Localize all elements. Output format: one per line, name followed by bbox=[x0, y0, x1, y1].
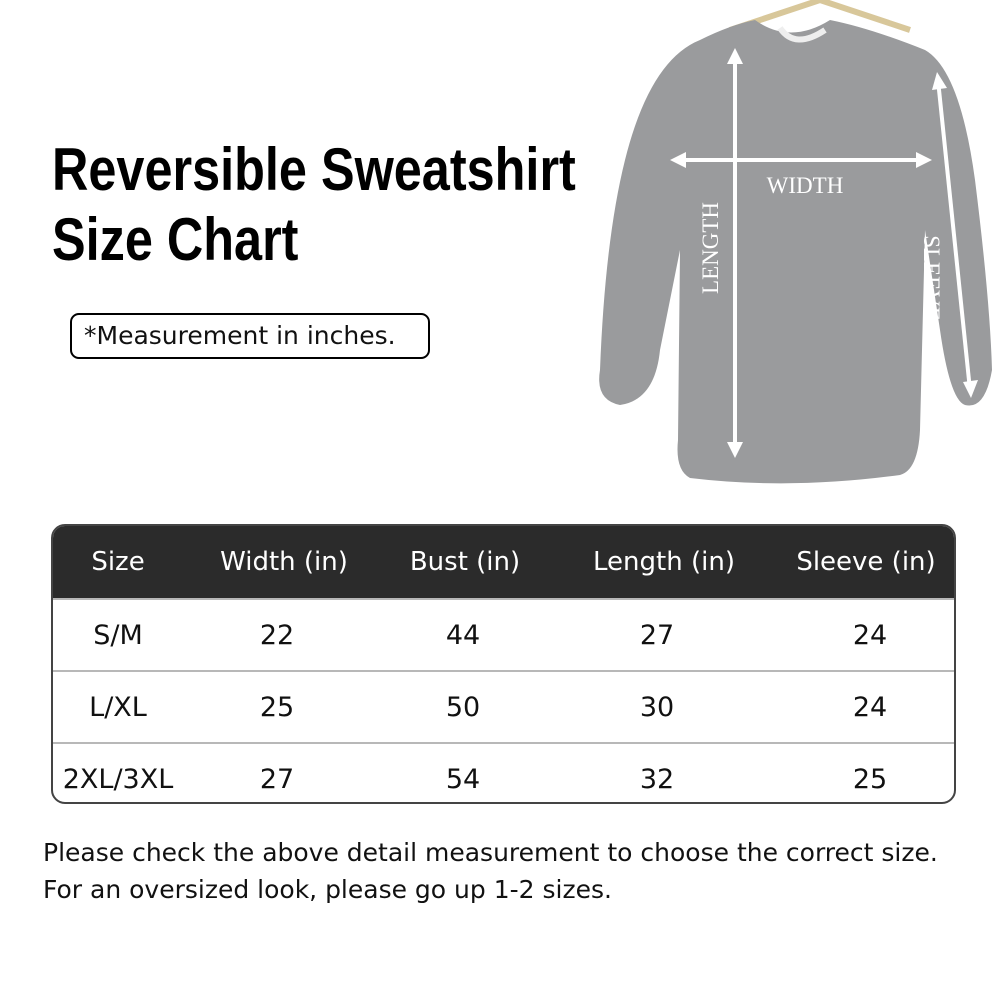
cell-sleeve: 24 bbox=[852, 691, 888, 723]
footer-line-2: For an oversized look, please go up 1-2 … bbox=[43, 875, 612, 904]
measurement-arrows bbox=[670, 48, 978, 458]
header-width: Width (in) bbox=[220, 547, 348, 577]
cell-size: 2XL/3XL bbox=[62, 763, 174, 795]
length-label: LENGTH bbox=[698, 202, 723, 294]
cell-width: 25 bbox=[259, 691, 295, 723]
footer-line-1: Please check the above detail measuremen… bbox=[43, 838, 938, 867]
table-row: 2XL/3XL 27 54 32 25 bbox=[53, 742, 954, 802]
hanger bbox=[729, 0, 911, 33]
cell-width: 27 bbox=[259, 763, 295, 795]
sweatshirt-diagram: WIDTH LENGTH SLEEVE bbox=[599, 0, 992, 484]
cell-sleeve: 24 bbox=[852, 619, 888, 651]
cell-bust: 50 bbox=[445, 691, 481, 723]
cell-size: S/M bbox=[93, 619, 143, 651]
size-table: Size Width (in) Bust (in) Length (in) Sl… bbox=[51, 524, 956, 804]
cell-bust: 54 bbox=[445, 763, 481, 795]
table-row: L/XL 25 50 30 24 bbox=[53, 670, 954, 742]
cell-width: 22 bbox=[259, 619, 295, 651]
header-length: Length (in) bbox=[593, 547, 735, 577]
cell-length: 30 bbox=[639, 691, 675, 723]
header-size: Size bbox=[91, 547, 145, 577]
sleeve-arrow bbox=[936, 79, 972, 391]
header-sleeve: Sleeve (in) bbox=[796, 547, 936, 577]
cell-length: 27 bbox=[639, 619, 675, 651]
cell-length: 32 bbox=[639, 763, 675, 795]
cell-bust: 44 bbox=[445, 619, 481, 651]
width-label: WIDTH bbox=[767, 173, 844, 198]
title-line-1: Reversible Sweatshirt bbox=[52, 136, 576, 203]
sweatshirt-image bbox=[599, 20, 992, 484]
table-row: S/M 22 44 27 24 bbox=[53, 598, 954, 670]
title-line-2: Size Chart bbox=[52, 206, 299, 273]
sleeve-label: SLEEVE bbox=[919, 235, 944, 321]
measurement-note: *Measurement in inches. bbox=[70, 313, 430, 359]
cell-sleeve: 25 bbox=[852, 763, 888, 795]
header-bust: Bust (in) bbox=[409, 547, 521, 577]
table-header: Size Width (in) Bust (in) Length (in) Sl… bbox=[53, 526, 954, 598]
cell-size: L/XL bbox=[89, 691, 147, 723]
